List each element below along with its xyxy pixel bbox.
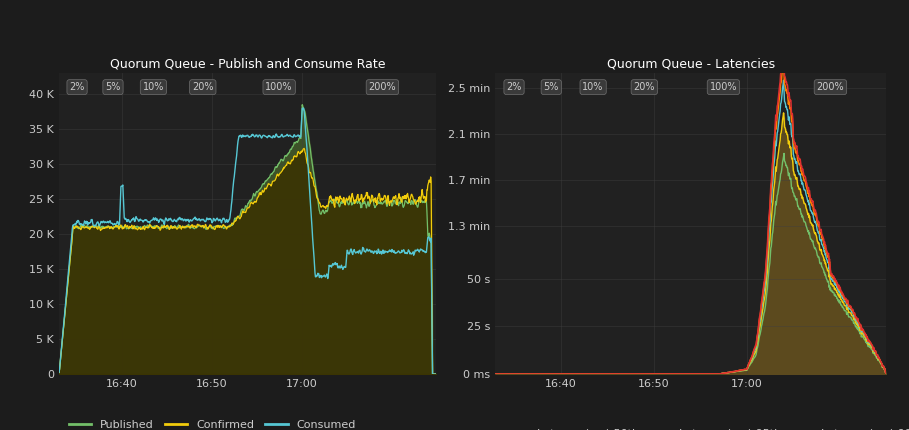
Text: 10%: 10% bbox=[583, 82, 604, 92]
Text: 200%: 200% bbox=[369, 82, 396, 92]
Text: 20%: 20% bbox=[192, 82, 214, 92]
Title: Quorum Queue - Latencies: Quorum Queue - Latencies bbox=[607, 58, 774, 71]
Text: 2%: 2% bbox=[506, 82, 522, 92]
Legend: Published, Confirmed, Consumed: Published, Confirmed, Consumed bbox=[65, 416, 360, 430]
Text: 200%: 200% bbox=[816, 82, 844, 92]
Text: 100%: 100% bbox=[710, 82, 737, 92]
Text: 20%: 20% bbox=[634, 82, 655, 92]
Legend: Latency (ms) 50th, Latency (ms) 75th, Latency (ms) 95th, Latency (ms) 99th, Late: Latency (ms) 50th, Latency (ms) 75th, La… bbox=[501, 424, 909, 430]
Text: 100%: 100% bbox=[265, 82, 293, 92]
Text: 2%: 2% bbox=[69, 82, 85, 92]
Title: Quorum Queue - Publish and Consume Rate: Quorum Queue - Publish and Consume Rate bbox=[110, 58, 385, 71]
Text: 5%: 5% bbox=[544, 82, 559, 92]
Text: 5%: 5% bbox=[105, 82, 121, 92]
Text: 10%: 10% bbox=[143, 82, 165, 92]
